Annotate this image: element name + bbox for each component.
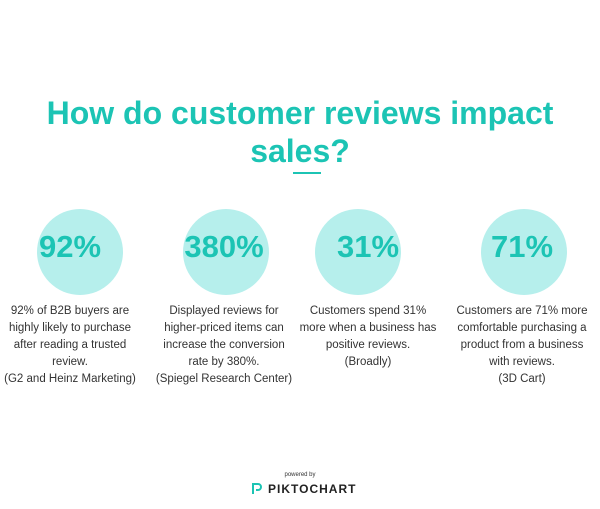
highlight-circle <box>481 209 567 295</box>
stat-description: 92% of B2B buyers are highly likely to p… <box>0 303 140 388</box>
stat-text: Displayed reviews for higher-priced item… <box>163 305 285 368</box>
stat-source: (Broadly) <box>344 356 392 368</box>
stat-source: (G2 and Heinz Marketing) <box>4 373 136 385</box>
stat-figure: 92% <box>38 229 102 264</box>
stat: 380% Displayed reviews for higher-priced … <box>149 205 299 388</box>
highlight-circle <box>183 209 269 295</box>
stat-figure: 31% <box>336 229 400 264</box>
stat-text: 92% of B2B buyers are highly likely to p… <box>8 305 132 368</box>
stat-description: Customers spend 31% more when a business… <box>298 303 438 371</box>
stat: 31% Customers spend 31% more when a busin… <box>293 205 443 371</box>
stat-description: Displayed reviews for higher-priced item… <box>154 303 294 388</box>
powered-by: powered by <box>284 472 316 478</box>
stat-description: Customers are 71% more comfortable purch… <box>452 303 592 388</box>
stat-figure: 380% <box>184 229 264 264</box>
highlight-circle <box>315 209 401 295</box>
stat: 71% Customers are 71% more comfortable pu… <box>447 205 597 388</box>
stat-source: (Spiegel Research Center) <box>155 373 293 385</box>
brand: PIKTOCHART <box>268 482 357 496</box>
title: How do customer reviews impact sales? <box>46 95 554 169</box>
title-underline <box>293 172 321 174</box>
stat-figure: 71% <box>490 229 554 264</box>
highlight-circle <box>37 209 123 295</box>
logo <box>252 483 262 494</box>
stat-text: Customers spend 31% more when a business… <box>299 305 437 351</box>
stat: 92% 92% of B2B buyers are highly likely t… <box>0 205 145 388</box>
stat-text: Customers are 71% more comfortable purch… <box>456 305 588 368</box>
stat-source: (3D Cart) <box>498 373 546 385</box>
